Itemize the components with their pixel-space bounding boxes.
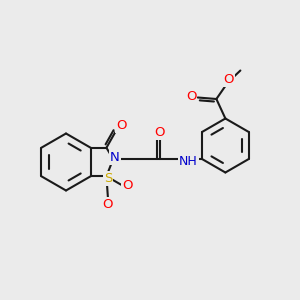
Text: NH: NH xyxy=(179,155,198,168)
Text: S: S xyxy=(104,172,112,185)
Text: O: O xyxy=(154,125,164,139)
Text: N: N xyxy=(110,151,120,164)
Text: O: O xyxy=(223,73,234,86)
Text: O: O xyxy=(186,89,196,103)
Text: O: O xyxy=(103,198,113,211)
Text: O: O xyxy=(122,179,133,192)
Text: O: O xyxy=(116,119,126,132)
